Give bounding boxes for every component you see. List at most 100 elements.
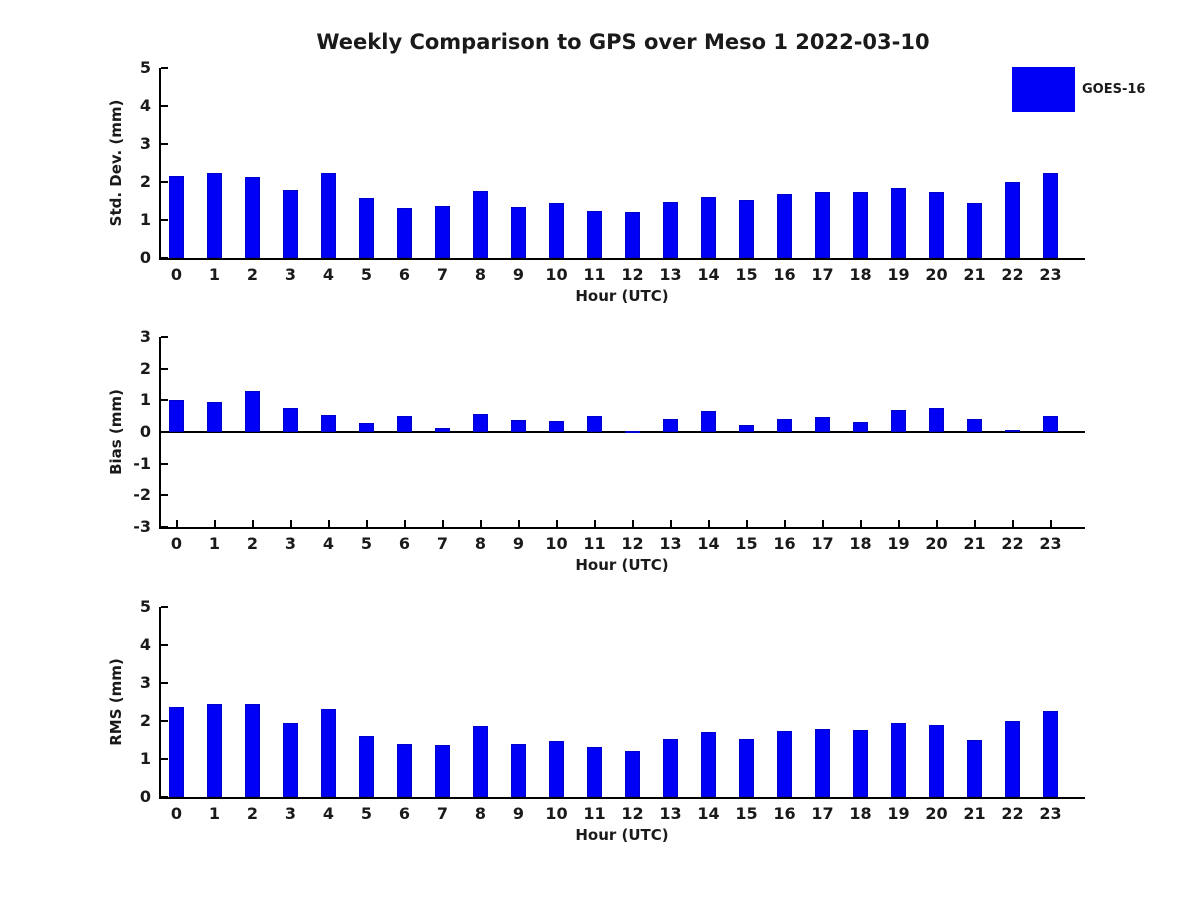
x-tick (1011, 520, 1014, 527)
x-tick-label: 0 (170, 804, 183, 823)
x-tick-label: 11 (583, 804, 606, 823)
x-tick-label: 12 (621, 534, 644, 553)
x-tick-label: 3 (284, 265, 297, 284)
bar-hour-12 (625, 212, 640, 258)
y-tick (161, 367, 168, 370)
bar-hour-8 (473, 725, 488, 797)
y-tick-label: -2 (133, 485, 151, 505)
x-tick-label: 14 (697, 265, 720, 284)
y-tick-label: 5 (139, 597, 151, 616)
x-tick-label: 12 (621, 265, 644, 284)
x-tick-label: 18 (849, 804, 872, 823)
x-tick-label: 11 (583, 534, 606, 553)
plot-area-bias: -3 -2 -1 0 1 2 3 0 1 2 3 4 5 6 7 8 9 10 11 12 13 14 15 16 17 18 19… (133, 327, 1085, 553)
bar-hour-6 (397, 743, 412, 797)
y-axis-label-std-dev: Std. Dev. (mm) (107, 99, 125, 227)
y-tick-label: 2 (139, 358, 151, 378)
x-tick (897, 520, 900, 527)
x-tick (859, 520, 862, 527)
x-tick (479, 520, 482, 527)
x-tick-label: 13 (659, 265, 682, 284)
x-tick (973, 520, 976, 527)
subplot-std-dev: Std. Dev. (mm) 0 1 2 3 4 5 0 1 2 3 4 5 6 7 8 9 10 11 12 13 1… (0, 58, 1200, 313)
x-tick-label: 6 (398, 534, 411, 553)
x-tick-label: 19 (887, 804, 910, 823)
x-tick-label: 2 (246, 534, 259, 553)
x-tick-label: 5 (360, 804, 373, 823)
x-tick-label: 22 (1001, 265, 1024, 284)
bar-hour-14 (701, 732, 716, 797)
x-tick-label: 7 (436, 265, 449, 284)
x-tick (593, 520, 596, 527)
bar-hour-18 (853, 192, 868, 258)
y-tick-label: 3 (139, 327, 151, 346)
x-tick-label: 14 (697, 804, 720, 823)
bar-hour-20 (929, 408, 944, 432)
y-axis-line (159, 337, 161, 529)
bar-hour-17 (815, 416, 830, 432)
chart-title: Weekly Comparison to GPS over Meso 1 202… (316, 30, 930, 54)
x-tick-label: 23 (1039, 265, 1062, 284)
bar-hour-3 (283, 189, 298, 258)
x-tick-label: 20 (925, 534, 948, 553)
bar-hour-2 (245, 703, 260, 797)
y-tick-label: 2 (139, 172, 151, 191)
bar-hour-1 (207, 401, 222, 432)
y-axis-line (159, 68, 161, 260)
bar-hour-4 (321, 172, 336, 258)
bar-hour-0 (169, 706, 184, 797)
bar-hour-3 (283, 722, 298, 797)
x-tick (745, 520, 748, 527)
bar-hour-23 (1043, 416, 1058, 432)
bar-hour-22 (1005, 430, 1020, 433)
y-tick-label: -3 (133, 517, 151, 536)
x-tick-label: 23 (1039, 804, 1062, 823)
x-tick-label: 1 (208, 265, 221, 284)
x-tick-label: 0 (170, 265, 183, 284)
x-tick-label: 20 (925, 804, 948, 823)
x-tick-label: 13 (659, 804, 682, 823)
x-tick-label: 23 (1039, 534, 1062, 553)
bar-hour-21 (967, 418, 982, 432)
x-axis-line (159, 797, 1085, 799)
bar-hour-13 (663, 418, 678, 432)
bar-hour-21 (967, 740, 982, 797)
x-tick-label: 17 (811, 804, 834, 823)
x-tick (1049, 520, 1052, 527)
legend-label-goes16: GOES-16 (1082, 82, 1146, 97)
y-tick-label: 1 (139, 749, 151, 768)
x-tick-label: 11 (583, 265, 606, 284)
bar-hour-5 (359, 735, 374, 797)
bar-hour-1 (207, 704, 222, 797)
x-tick-label: 7 (436, 804, 449, 823)
y-tick-label: 0 (139, 248, 151, 267)
x-tick-label: 8 (474, 265, 487, 284)
legend-swatch-goes16 (1012, 67, 1075, 112)
bar-hour-11 (587, 416, 602, 432)
x-tick-label: 2 (246, 265, 259, 284)
x-tick (555, 520, 558, 527)
legend: GOES-16 (1012, 67, 1192, 112)
y-axis-line (159, 607, 161, 799)
y-tick-label: 1 (139, 390, 151, 410)
x-tick-label: 19 (887, 265, 910, 284)
x-tick-label: 16 (773, 265, 796, 284)
bar-hour-15 (739, 199, 754, 258)
bar-hour-11 (587, 746, 602, 797)
bar-hour-10 (549, 420, 564, 432)
bar-hour-22 (1005, 721, 1020, 797)
y-tick (161, 606, 168, 608)
subplot-rms: RMS (mm) 0 1 2 3 4 5 0 1 2 3 4 5 6 7 8 9 10 11 12 13 14 15 16 1… (0, 597, 1200, 852)
x-tick-label: 19 (887, 534, 910, 553)
bar-hour-0 (169, 175, 184, 258)
bar-hour-16 (777, 419, 792, 432)
x-tick-label: 21 (963, 534, 986, 553)
bar-hour-10 (549, 203, 564, 258)
y-tick-label: 0 (139, 422, 151, 441)
bar-hour-4 (321, 414, 336, 432)
x-tick-label: 10 (545, 534, 568, 553)
x-axis-label-std-dev: Hour (UTC) (575, 287, 669, 305)
bar-hour-5 (359, 422, 374, 432)
bar-hour-16 (777, 730, 792, 797)
